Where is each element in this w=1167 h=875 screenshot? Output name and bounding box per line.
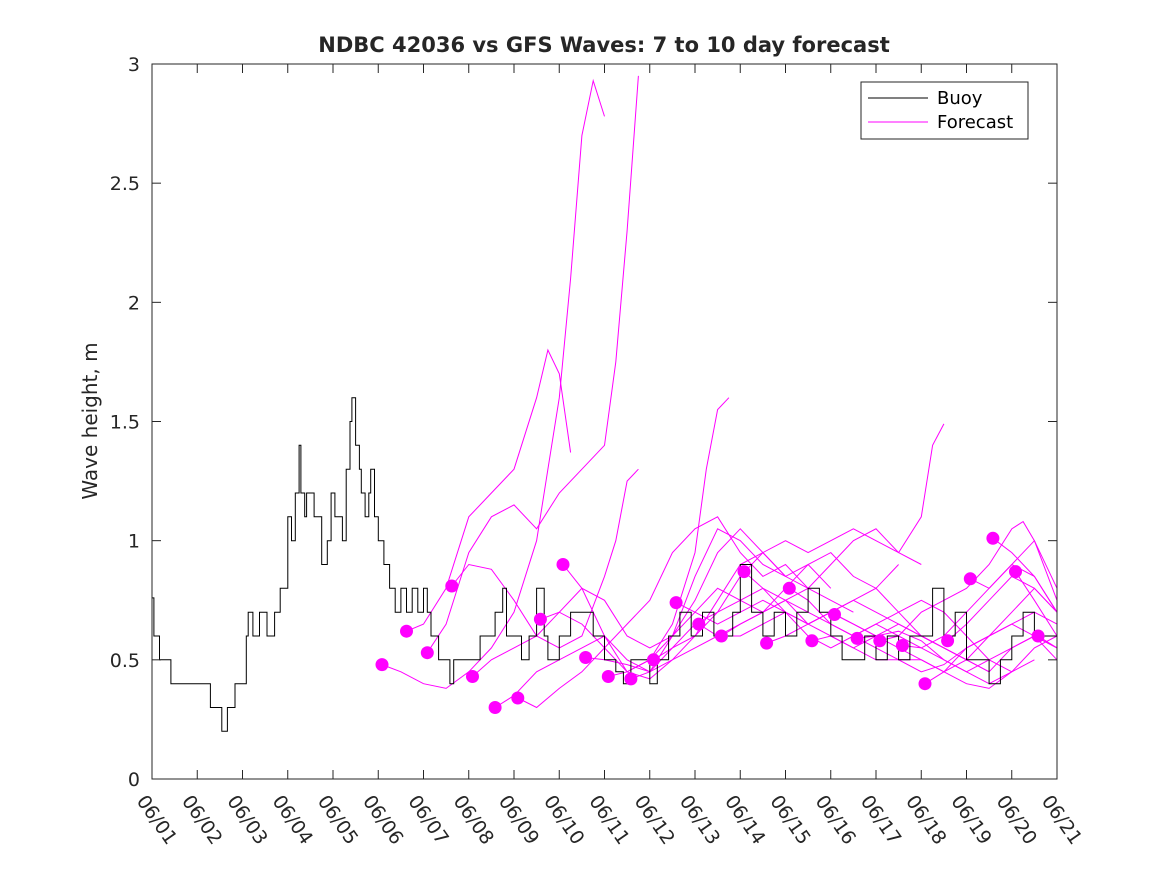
forecast-marker-29 <box>1009 565 1022 579</box>
forecast-line-29 <box>1015 571 1058 637</box>
forecast-line-7 <box>517 516 809 709</box>
forecast-marker-16 <box>714 629 728 643</box>
legend-label-forecast: Forecast <box>937 112 1013 133</box>
forecast-marker-17 <box>737 565 751 579</box>
forecast-marker-8 <box>533 612 547 626</box>
y-tick-label: 2.5 <box>110 173 140 195</box>
legend-box <box>860 81 1029 140</box>
forecast-marker-26 <box>941 634 955 648</box>
forecast-marker-14 <box>669 596 683 610</box>
forecast-marker-2 <box>400 624 413 638</box>
forecast-marker-12 <box>624 672 638 686</box>
marker-layer <box>375 531 1045 714</box>
buoy-line <box>152 397 1057 732</box>
forecast-line-22 <box>857 630 1058 673</box>
forecast-marker-9 <box>556 558 570 571</box>
forecast-marker-10 <box>579 651 593 664</box>
legend-label-buoy: Buoy <box>937 88 983 109</box>
forecast-marker-23 <box>873 634 887 648</box>
forecast-marker-22 <box>850 631 864 645</box>
y-tick-label: 0.5 <box>110 650 140 672</box>
forecast-line-18 <box>766 599 1058 673</box>
forecast-marker-25 <box>918 677 932 691</box>
forecast-line-17 <box>743 571 1035 685</box>
forecast-marker-4 <box>445 579 459 593</box>
forecast-line-26 <box>947 575 1058 642</box>
forecast-marker-20 <box>805 634 819 648</box>
legend: Buoy Forecast <box>860 81 1029 140</box>
forecast-line-1 <box>381 78 605 689</box>
forecast-line-20 <box>811 623 1058 673</box>
forecast-marker-13 <box>647 653 660 667</box>
forecast-marker-30 <box>1031 629 1045 643</box>
y-tick-label: 2 <box>128 292 140 314</box>
forecast-marker-7 <box>511 691 525 705</box>
forecast-marker-3 <box>420 646 434 660</box>
forecast-marker-27 <box>963 572 977 586</box>
series-layer <box>152 75 1058 732</box>
y-axis-label: Wave height, m <box>78 342 102 499</box>
y-tick-label: 0 <box>128 769 140 791</box>
forecast-marker-28 <box>986 531 1000 545</box>
forecast-marker-6 <box>488 701 502 714</box>
forecast-marker-1 <box>375 658 389 672</box>
forecast-line-3 <box>426 75 639 653</box>
forecast-line-23 <box>879 520 1058 642</box>
forecast-marker-15 <box>692 617 706 631</box>
forecast-marker-5 <box>466 670 479 683</box>
forecast-marker-24 <box>895 639 909 652</box>
y-tick-label: 3 <box>128 54 140 76</box>
forecast-marker-11 <box>601 670 615 683</box>
forecast-line-2 <box>406 348 572 632</box>
forecast-marker-18 <box>760 636 774 650</box>
forecast-line-24 <box>902 563 1058 649</box>
forecast-marker-19 <box>782 581 796 595</box>
y-tick-label: 1.5 <box>110 412 140 434</box>
y-tick-label: 1 <box>128 531 140 553</box>
forecast-line-27 <box>970 539 1058 589</box>
forecast-line-28 <box>992 537 1058 613</box>
forecast-marker-21 <box>828 608 841 621</box>
chart-title: NDBC 42036 vs GFS Waves: 7 to 10 day for… <box>318 33 889 57</box>
